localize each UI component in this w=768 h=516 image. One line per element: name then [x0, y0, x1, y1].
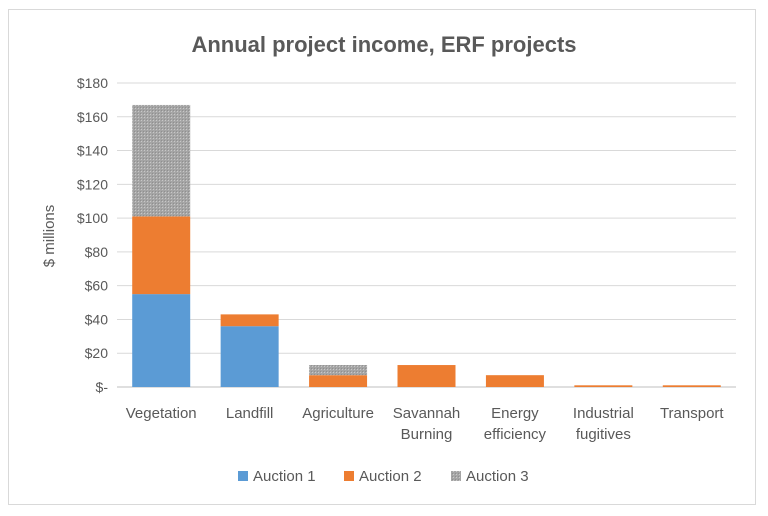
- y-axis-label: $ millions: [41, 205, 58, 268]
- x-category-label: Industrial: [573, 405, 634, 422]
- y-tick-label: $140: [77, 143, 108, 159]
- legend-swatch: [451, 471, 461, 481]
- bars: [132, 104, 721, 387]
- legend-label: Auction 3: [466, 468, 529, 485]
- bar-segment: [309, 365, 368, 376]
- x-axis-categories: Vegetation Landfill Agriculture Savannah Bur…: [126, 405, 725, 443]
- x-category-label: Transport: [660, 405, 724, 422]
- legend-swatch: [238, 471, 248, 481]
- gridlines: [117, 82, 736, 388]
- x-category-label: Landfill: [226, 405, 274, 422]
- y-tick-label: $180: [77, 75, 108, 91]
- bar-segment: [220, 326, 279, 387]
- x-category-label: efficiency: [484, 426, 547, 443]
- bar-segment: [132, 104, 191, 217]
- bar-segment: [574, 385, 633, 387]
- y-tick-label: $100: [77, 210, 108, 226]
- bar-segment: [485, 375, 544, 387]
- y-tick-label: $40: [85, 311, 109, 327]
- legend: Auction 1 Auction 2 Auction 3: [238, 468, 529, 485]
- x-category-label: fugitives: [576, 426, 631, 443]
- bar-segment: [662, 385, 721, 387]
- legend-label: Auction 2: [359, 468, 422, 485]
- bar-segment: [132, 216, 191, 295]
- x-category-label: Energy: [491, 405, 539, 422]
- legend-swatch: [344, 471, 354, 481]
- y-tick-label: $80: [85, 244, 109, 260]
- x-category-label: Savannah: [393, 405, 461, 422]
- y-tick-label: $-: [96, 379, 109, 395]
- bar-segment: [397, 365, 456, 387]
- y-axis-ticks: $- $20 $40 $60 $80 $100 $120 $140 $160 $180: [77, 75, 108, 395]
- x-category-label: Burning: [401, 426, 453, 443]
- y-tick-label: $160: [77, 109, 108, 125]
- y-tick-label: $120: [77, 176, 108, 192]
- x-category-label: Agriculture: [302, 405, 374, 422]
- bar-segment: [220, 314, 279, 327]
- chart-title: Annual project income, ERF projects: [191, 32, 576, 57]
- x-category-label: Vegetation: [126, 405, 197, 422]
- bar-segment: [132, 294, 191, 387]
- y-tick-label: $20: [85, 345, 109, 361]
- legend-label: Auction 1: [253, 468, 316, 485]
- bar-segment: [309, 375, 368, 387]
- y-tick-label: $60: [85, 278, 109, 294]
